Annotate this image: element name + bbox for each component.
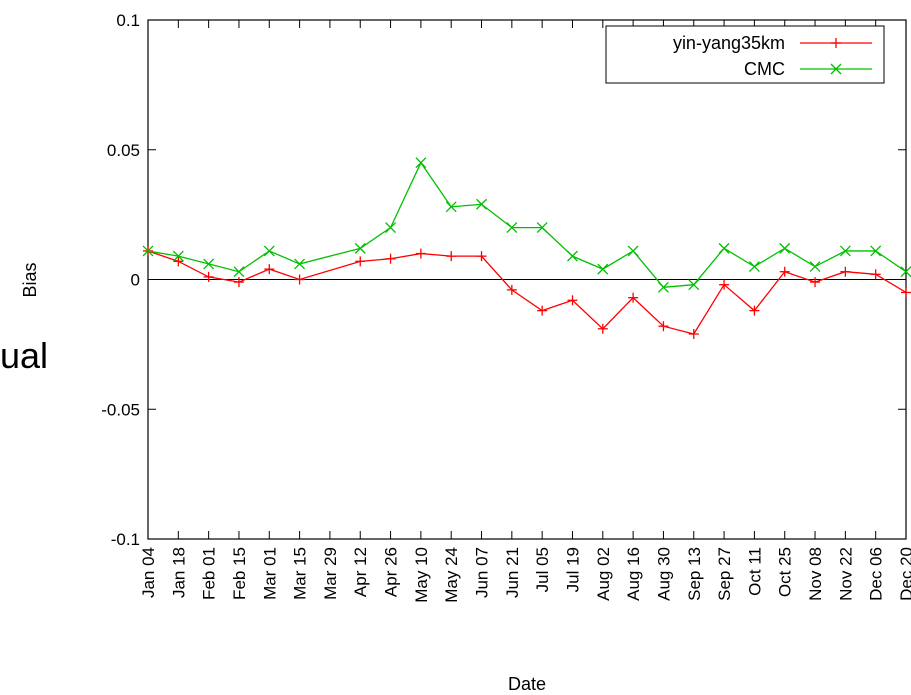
x-tick-label: Apr 26 <box>382 547 401 597</box>
plus-marker <box>537 305 548 316</box>
cross-marker <box>415 157 427 169</box>
cross-marker <box>870 245 882 257</box>
x-tick-label: Mar 15 <box>291 547 310 600</box>
x-tick-label: Sep 13 <box>685 547 704 601</box>
plus-marker <box>870 269 881 280</box>
y-axis-label: Bias <box>20 262 40 297</box>
cross-marker <box>536 222 548 234</box>
series-line-yin-yang35km <box>147 250 907 335</box>
cross-marker <box>748 261 760 272</box>
legend-label: CMC <box>744 59 785 79</box>
x-tick-label: Oct 25 <box>776 547 795 597</box>
y-tick-label: 0.05 <box>107 141 140 160</box>
plus-marker <box>567 295 578 306</box>
x-tick-label: Mar 01 <box>260 547 279 600</box>
cross-marker <box>657 281 669 293</box>
side-text-fragment: ual <box>0 335 49 376</box>
plus-marker <box>506 284 517 295</box>
x-tick-label: Dec 20 <box>897 547 911 601</box>
x-tick-label: Oct 11 <box>745 547 764 596</box>
plus-marker <box>233 277 244 288</box>
cross-marker <box>354 242 366 254</box>
plus-marker <box>688 328 699 339</box>
x-tick-label: Feb 01 <box>200 547 219 600</box>
cross-marker <box>476 198 487 210</box>
cross-marker <box>779 242 791 254</box>
plus-marker <box>840 266 851 277</box>
plus-marker <box>628 292 639 303</box>
cross-marker <box>294 258 306 270</box>
cross-marker <box>718 242 730 254</box>
cross-marker <box>142 245 154 257</box>
plus-marker <box>831 38 841 48</box>
plus-marker <box>658 321 669 332</box>
x-tick-label: Aug 16 <box>624 547 643 601</box>
x-tick-label: Mar 29 <box>321 547 340 600</box>
x-tick-label: Jan 18 <box>169 547 188 598</box>
x-tick-label: Jun 21 <box>503 547 522 598</box>
y-tick-label: 0.1 <box>116 11 140 30</box>
cross-marker <box>567 250 578 262</box>
y-tick-label: -0.1 <box>111 530 140 549</box>
cross-marker <box>688 279 700 291</box>
plus-marker <box>264 264 275 275</box>
x-tick-label: May 24 <box>442 547 461 603</box>
cross-marker <box>233 266 245 278</box>
cross-marker <box>627 245 639 257</box>
cross-marker <box>830 63 842 75</box>
cross-marker <box>203 258 215 270</box>
plus-marker <box>355 256 366 267</box>
x-axis-label: Date <box>508 674 546 694</box>
x-tick-label: Nov 22 <box>836 547 855 601</box>
x-tick-label: Jan 04 <box>139 547 158 598</box>
cross-marker <box>900 266 911 278</box>
x-tick-label: Aug 02 <box>594 547 613 601</box>
cross-marker <box>839 245 851 257</box>
x-tick-label: Aug 30 <box>654 547 673 601</box>
x-tick-label: Jul 05 <box>533 547 552 592</box>
plus-marker <box>446 251 457 262</box>
cross-marker <box>263 245 275 257</box>
plus-marker <box>749 305 760 316</box>
plus-marker <box>901 287 911 298</box>
x-tick-label: Sep 27 <box>715 547 734 601</box>
cross-marker <box>385 222 397 234</box>
x-tick-label: Jul 19 <box>563 547 582 592</box>
cross-marker <box>506 222 518 234</box>
plus-marker <box>385 253 396 264</box>
plus-marker <box>719 279 730 290</box>
plus-marker <box>810 277 821 288</box>
cross-marker <box>445 201 457 213</box>
cross-marker <box>597 263 609 275</box>
x-tick-label: Feb 15 <box>230 547 249 600</box>
x-tick-label: May 10 <box>412 547 431 603</box>
plus-marker <box>173 256 184 267</box>
y-tick-label: -0.05 <box>101 400 140 419</box>
plus-marker <box>597 323 608 334</box>
x-tick-label: Jun 07 <box>473 547 492 598</box>
plus-marker <box>779 266 790 277</box>
cross-marker <box>172 250 184 262</box>
x-tick-label: Nov 08 <box>806 547 825 601</box>
y-tick-label: 0 <box>131 271 140 290</box>
legend-label: yin-yang35km <box>673 33 785 53</box>
plus-marker <box>203 271 214 282</box>
legend-box <box>605 25 885 84</box>
plus-marker <box>294 274 305 285</box>
cross-marker <box>809 261 821 272</box>
x-tick-label: Dec 06 <box>867 547 886 601</box>
plus-marker <box>415 248 426 259</box>
plus-marker <box>476 251 487 262</box>
x-tick-label: Apr 12 <box>351 547 370 597</box>
series-line-cmc <box>147 161 907 288</box>
